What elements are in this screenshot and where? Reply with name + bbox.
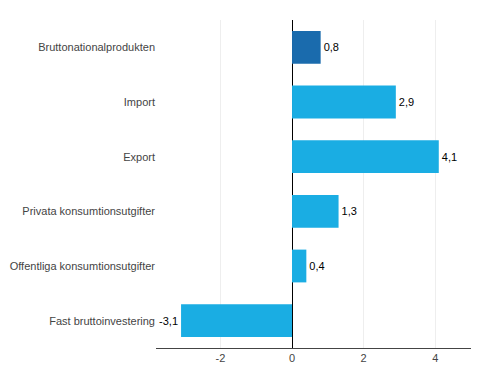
svg-text:1,3: 1,3 (342, 205, 357, 217)
svg-text:0,4: 0,4 (309, 260, 324, 272)
svg-text:2,9: 2,9 (399, 96, 414, 108)
svg-text:0: 0 (289, 352, 295, 364)
svg-text:Import: Import (124, 96, 155, 108)
svg-text:Fast bruttoinvestering: Fast bruttoinvestering (49, 315, 155, 327)
svg-text:Export: Export (123, 151, 155, 163)
svg-text:4: 4 (432, 352, 438, 364)
svg-text:4,1: 4,1 (442, 151, 457, 163)
svg-text:0,8: 0,8 (324, 41, 339, 53)
svg-text:Privata konsumtionsutgifter: Privata konsumtionsutgifter (22, 205, 155, 217)
svg-text:2: 2 (361, 352, 367, 364)
svg-text:Offentliga konsumtionsutgifter: Offentliga konsumtionsutgifter (10, 260, 156, 272)
svg-text:-3,1: -3,1 (159, 315, 178, 327)
svg-text:Bruttonationalprodukten: Bruttonationalprodukten (38, 41, 155, 53)
svg-text:-2: -2 (216, 352, 226, 364)
